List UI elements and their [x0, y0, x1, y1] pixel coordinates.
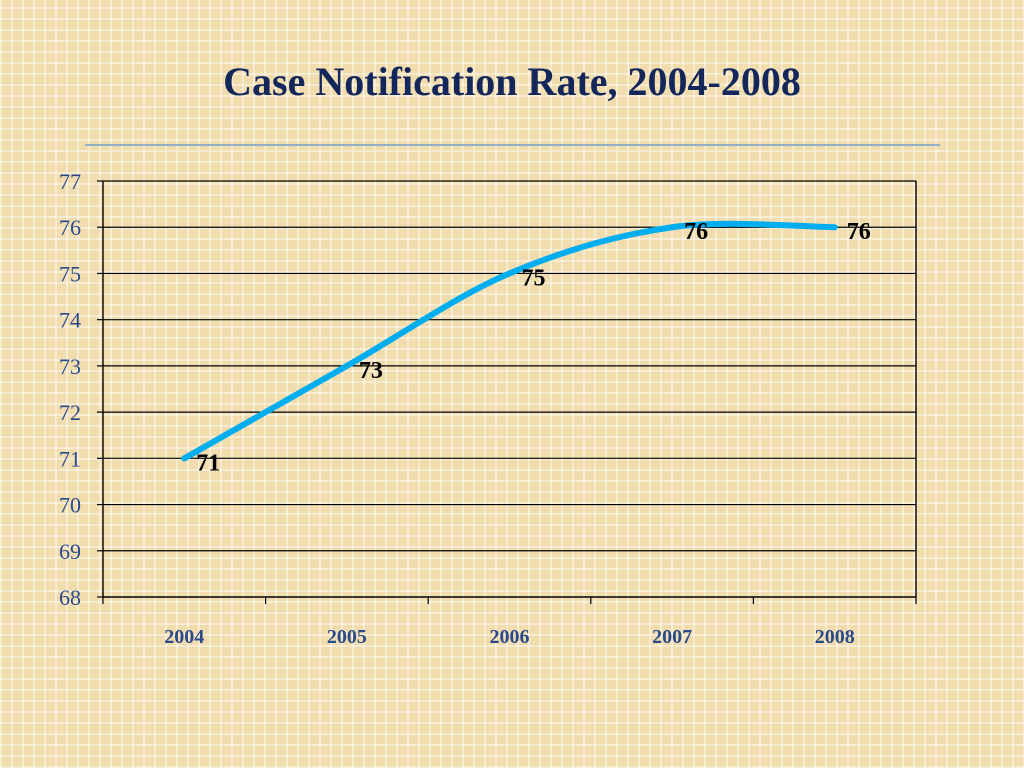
data-point — [181, 455, 188, 462]
data-point — [343, 362, 350, 369]
data-label: 76 — [684, 219, 708, 245]
x-tick-label: 2007 — [652, 626, 692, 648]
y-tick-label: 75 — [59, 261, 81, 286]
axes — [97, 180, 917, 604]
y-tick-label: 73 — [59, 354, 81, 379]
y-tick-label: 69 — [59, 539, 81, 564]
y-tick-label: 71 — [59, 446, 81, 471]
slide-title: Case Notification Rate, 2004-2008 — [223, 59, 801, 104]
data-point — [831, 224, 838, 231]
y-axis-tick-labels: 68 69 70 71 72 73 74 75 76 77 — [59, 169, 81, 610]
x-tick-label: 2005 — [327, 626, 367, 648]
y-tick-label: 68 — [59, 585, 81, 610]
x-axis-tick-labels: 2004 2005 2006 2007 2008 — [164, 626, 854, 648]
data-label: 76 — [847, 219, 871, 245]
data-point — [506, 270, 513, 277]
x-tick-label: 2006 — [490, 626, 530, 648]
data-labels: 71 73 75 76 76 — [196, 219, 870, 476]
x-tick-label: 2004 — [164, 626, 204, 648]
y-tick-label: 76 — [59, 215, 81, 240]
data-point — [669, 224, 676, 231]
data-label: 71 — [196, 450, 220, 476]
y-tick-label: 70 — [59, 493, 81, 518]
y-tick-label: 72 — [59, 400, 81, 425]
x-tick-label: 2008 — [815, 626, 855, 648]
gridlines — [103, 180, 916, 552]
y-tick-label: 74 — [59, 308, 81, 333]
y-tick-label: 77 — [59, 169, 81, 194]
title-divider — [85, 144, 940, 146]
series-line — [181, 220, 838, 462]
series-layer — [181, 220, 838, 462]
data-label: 73 — [359, 358, 383, 384]
data-label: 75 — [522, 265, 546, 291]
